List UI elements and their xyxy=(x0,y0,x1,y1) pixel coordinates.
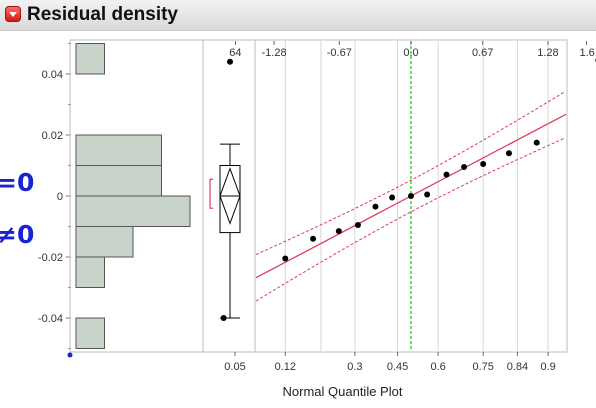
nqp-bottom-tick-label: 0.9 xyxy=(540,361,555,373)
nqp-data-point xyxy=(461,164,468,171)
mean-diamond xyxy=(219,167,241,225)
nqp-data-point xyxy=(310,235,317,242)
nqp-bottom-tick-label: 0.05 xyxy=(224,361,245,373)
shortest-half-bracket xyxy=(209,178,213,209)
nqp-data-point xyxy=(389,194,396,201)
nqp-top-tick-label: 64 xyxy=(229,47,241,59)
nqp-data-point xyxy=(424,191,431,198)
nqp-bottom-tick-label: 0.12 xyxy=(275,361,296,373)
y-tick-label: -0.04 xyxy=(38,313,63,325)
nqp-top-tick-label: 0.67 xyxy=(472,47,493,59)
nqp-data-point xyxy=(408,193,414,199)
nqp-top-tick-label: 1.6 xyxy=(579,47,594,59)
nqp-bottom-tick-label: 0.75 xyxy=(472,361,493,373)
histogram-bar xyxy=(75,165,162,197)
section-title: Residual density xyxy=(27,4,178,25)
outlier-point xyxy=(227,58,233,65)
nqp-data-point xyxy=(480,160,487,167)
histogram-bar xyxy=(75,226,134,258)
nqp-upper-confidence-band xyxy=(255,91,565,255)
nqp-bottom-tick-label: 0.84 xyxy=(507,361,528,373)
histogram-bar xyxy=(75,43,105,75)
section-header: Residual density xyxy=(0,0,596,31)
nqp-data-point xyxy=(372,203,379,210)
normal-quantile-plot-label: Normal Quantile Plot xyxy=(282,384,403,399)
nqp-data-point xyxy=(354,221,361,228)
handwritten-not-equal-zero: ≠0 xyxy=(0,220,34,249)
nqp-top-tick-label: -1.28 xyxy=(262,47,287,59)
nqp-lower-confidence-band xyxy=(255,137,565,302)
nqp-top-tick-label: 1.28 xyxy=(537,47,558,59)
y-tick-label: -0.02 xyxy=(38,252,63,264)
histogram-bar xyxy=(75,195,191,227)
y-tick-label: 0.02 xyxy=(42,130,63,142)
nqp-data-point xyxy=(282,255,289,262)
nqp-data-point xyxy=(335,228,342,235)
blue-ink-dot xyxy=(67,352,73,358)
y-tick-label: 0 xyxy=(57,191,63,203)
nqp-bottom-tick-label: 0.3 xyxy=(347,361,362,373)
nqp-data-point xyxy=(505,150,512,157)
histogram-bar xyxy=(75,134,162,166)
histogram-bar xyxy=(75,256,105,288)
nqp-data-point xyxy=(443,171,450,178)
nqp-bottom-tick-label: 0.6 xyxy=(430,361,445,373)
nqp-bottom-tick-label: 0.45 xyxy=(387,361,408,373)
nqp-top-tick-label: 0.0 xyxy=(403,47,418,59)
nqp-top-tick-label: -0.67 xyxy=(327,47,352,59)
disclosure-triangle-icon[interactable] xyxy=(5,6,21,22)
y-tick-label: 0.04 xyxy=(42,69,63,81)
handwritten-equals-zero: =0 xyxy=(0,168,34,197)
nqp-data-point xyxy=(220,315,227,321)
histogram-bar xyxy=(75,317,105,349)
nqp-data-point xyxy=(533,139,540,146)
